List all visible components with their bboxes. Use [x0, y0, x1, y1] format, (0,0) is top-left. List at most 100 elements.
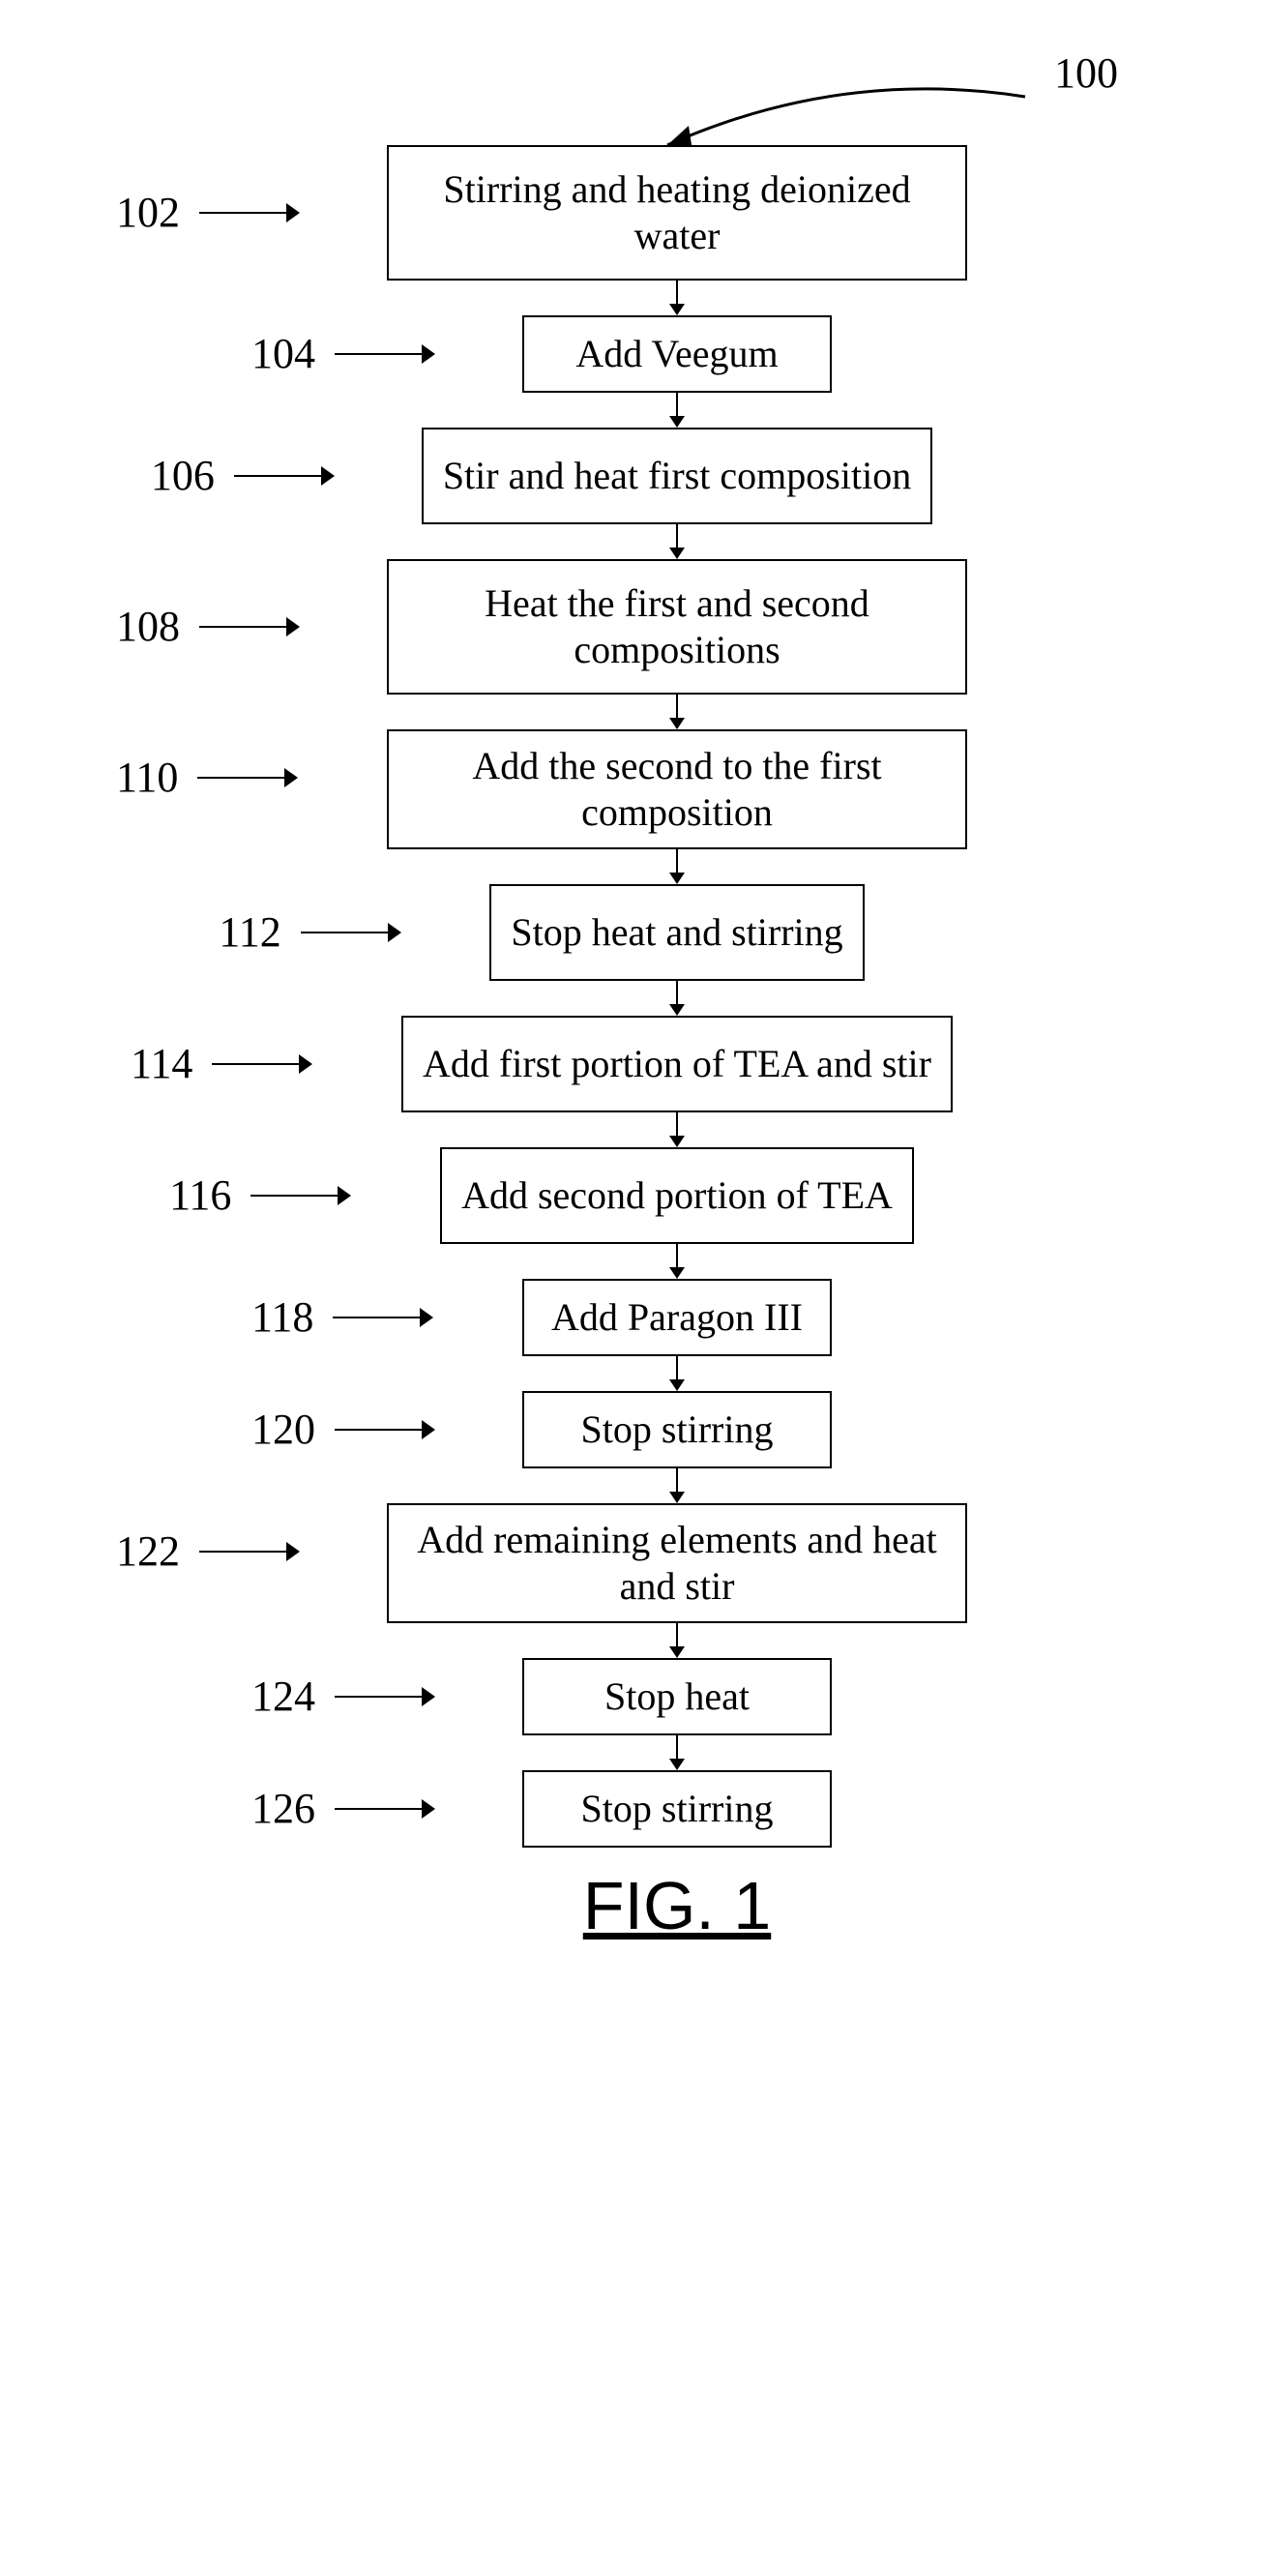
label-arrow-head — [286, 1542, 300, 1561]
connector-arrow-icon — [669, 849, 685, 884]
step-number-label: 106 — [151, 451, 335, 500]
connector-line — [676, 1735, 678, 1759]
connector-arrow-icon — [669, 281, 685, 315]
label-arrow-line — [335, 1696, 422, 1698]
connector-arrow-icon — [669, 981, 685, 1016]
step-box: Stir and heat first composition — [422, 428, 932, 524]
step-number-label: 108 — [116, 602, 300, 651]
connector-arrow-icon — [669, 1244, 685, 1279]
step-number-text: 126 — [251, 1784, 315, 1833]
step-box: Stop heat and stirring — [489, 884, 864, 981]
step-wrap: 118Add Paragon III — [522, 1279, 832, 1356]
step-box: Add second portion of TEA — [440, 1147, 914, 1244]
step-wrap: 104Add Veegum — [522, 315, 832, 393]
diagram-container: 100 102Stirring and heating deionized wa… — [39, 39, 1227, 1944]
connector-arrowhead — [669, 1267, 685, 1279]
step-number-label: 114 — [131, 1039, 312, 1088]
connector-arrow-icon — [669, 393, 685, 428]
connector-arrow-icon — [669, 695, 685, 729]
step-box: Add first portion of TEA and stir — [401, 1016, 953, 1112]
step-wrap: 126Stop stirring — [522, 1770, 832, 1848]
connector-line — [676, 393, 678, 416]
step-wrap: 124Stop heat — [522, 1658, 832, 1735]
label-arrow-icon — [212, 1054, 312, 1074]
label-arrow-line — [335, 1429, 422, 1431]
step-wrap: 106Stir and heat first composition — [422, 428, 932, 524]
step-number-label: 122 — [116, 1526, 300, 1576]
step-box: Add Paragon III — [522, 1279, 832, 1356]
label-arrow-line — [199, 626, 286, 628]
step-number-text: 118 — [251, 1292, 313, 1342]
label-arrow-line — [335, 1808, 422, 1810]
label-arrow-line — [250, 1195, 338, 1197]
label-arrow-head — [420, 1308, 433, 1327]
label-arrow-icon — [301, 923, 401, 942]
step-number-text: 122 — [116, 1526, 180, 1576]
label-arrow-head — [422, 1687, 435, 1706]
label-arrow-icon — [197, 768, 298, 787]
step-wrap: 116Add second portion of TEA — [440, 1147, 914, 1244]
label-arrow-line — [197, 777, 284, 779]
step-number-text: 110 — [116, 753, 178, 802]
connector-arrowhead — [669, 1492, 685, 1503]
label-arrow-head — [286, 617, 300, 637]
step-number-text: 104 — [251, 329, 315, 378]
step-box: Stop stirring — [522, 1391, 832, 1468]
step-number-text: 116 — [169, 1170, 231, 1220]
connector-arrow-icon — [669, 1356, 685, 1391]
connector-arrowhead — [669, 1379, 685, 1391]
connector-arrowhead — [669, 548, 685, 559]
step-number-label: 110 — [116, 753, 298, 802]
step-box: Heat the first and second compositions — [387, 559, 967, 695]
label-arrow-icon — [199, 203, 300, 222]
step-number-text: 112 — [219, 907, 280, 957]
step-wrap: 108Heat the first and second composition… — [387, 559, 967, 695]
label-arrow-line — [301, 932, 388, 933]
label-arrow-icon — [199, 617, 300, 637]
step-box: Add the second to the first composition — [387, 729, 967, 849]
step-number-text: 124 — [251, 1672, 315, 1721]
step-number-label: 126 — [251, 1784, 435, 1833]
figure-caption: FIG. 1 — [387, 1867, 967, 1944]
connector-arrow-icon — [669, 1735, 685, 1770]
step-number-text: 108 — [116, 602, 180, 651]
connector-line — [676, 281, 678, 304]
label-arrow-line — [199, 1551, 286, 1553]
connector-line — [676, 1244, 678, 1267]
label-arrow-head — [284, 768, 298, 787]
step-number-label: 116 — [169, 1170, 351, 1220]
step-number-label: 124 — [251, 1672, 435, 1721]
connector-arrowhead — [669, 1759, 685, 1770]
step-number-label: 120 — [251, 1405, 435, 1454]
step-wrap: 112Stop heat and stirring — [489, 884, 864, 981]
label-arrow-line — [333, 1317, 420, 1318]
connector-arrowhead — [669, 873, 685, 884]
connector-line — [676, 1112, 678, 1136]
step-box: Stop stirring — [522, 1770, 832, 1848]
flowchart: 102Stirring and heating deionized water 1… — [387, 39, 967, 1848]
step-number-label: 104 — [251, 329, 435, 378]
connector-arrowhead — [669, 304, 685, 315]
connector-arrow-icon — [669, 524, 685, 559]
label-arrow-icon — [335, 1420, 435, 1439]
step-box: Stirring and heating deionized water — [387, 145, 967, 281]
label-arrow-icon — [333, 1308, 433, 1327]
label-arrow-icon — [335, 344, 435, 364]
step-wrap: 102Stirring and heating deionized water — [387, 145, 967, 281]
connector-arrowhead — [669, 1136, 685, 1147]
step-number-text: 102 — [116, 188, 180, 237]
label-arrow-head — [422, 1420, 435, 1439]
step-wrap: 110Add the second to the first compositi… — [387, 729, 967, 849]
label-arrow-line — [234, 475, 321, 477]
label-arrow-icon — [250, 1186, 351, 1205]
label-arrow-icon — [199, 1542, 300, 1561]
step-number-label: 102 — [116, 188, 300, 237]
step-box: Add remaining elements and heat and stir — [387, 1503, 967, 1623]
label-arrow-head — [422, 1799, 435, 1819]
step-wrap: 122Add remaining elements and heat and s… — [387, 1503, 967, 1623]
label-arrow-icon — [335, 1687, 435, 1706]
label-arrow-head — [286, 203, 300, 222]
label-arrow-head — [321, 466, 335, 486]
connector-arrowhead — [669, 1004, 685, 1016]
label-arrow-head — [338, 1186, 351, 1205]
